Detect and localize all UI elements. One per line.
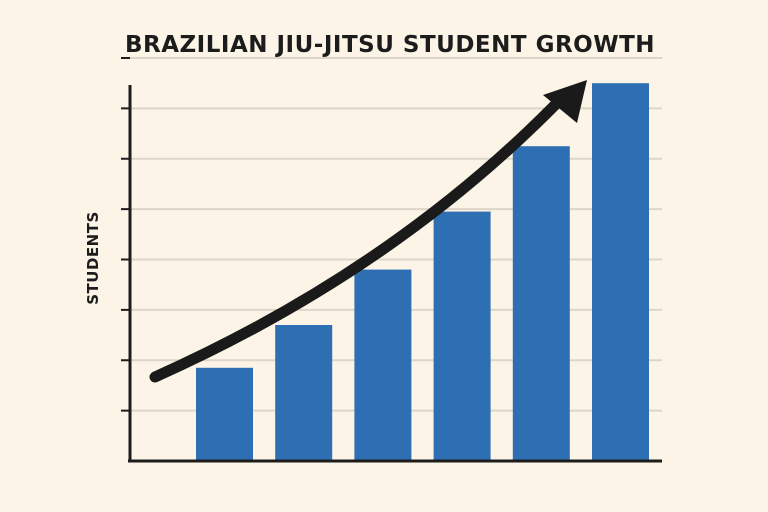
trend-arrow	[149, 80, 587, 383]
bar-1	[196, 367, 253, 461]
axes	[128, 85, 662, 463]
bar-4	[433, 211, 491, 461]
y-axis-label: STUDENTS	[84, 211, 102, 305]
trend-arrow-head	[543, 80, 587, 123]
bar-3	[354, 269, 412, 461]
bars	[196, 83, 649, 461]
trend-arrow-line	[149, 99, 561, 383]
bar-2	[275, 325, 333, 461]
bar-6	[592, 83, 649, 461]
bar-5	[512, 146, 570, 461]
y-axis-ticks	[121, 57, 130, 412]
chart-title: BRAZILIAN JIU-JITSU STUDENT GROWTH	[125, 32, 655, 58]
